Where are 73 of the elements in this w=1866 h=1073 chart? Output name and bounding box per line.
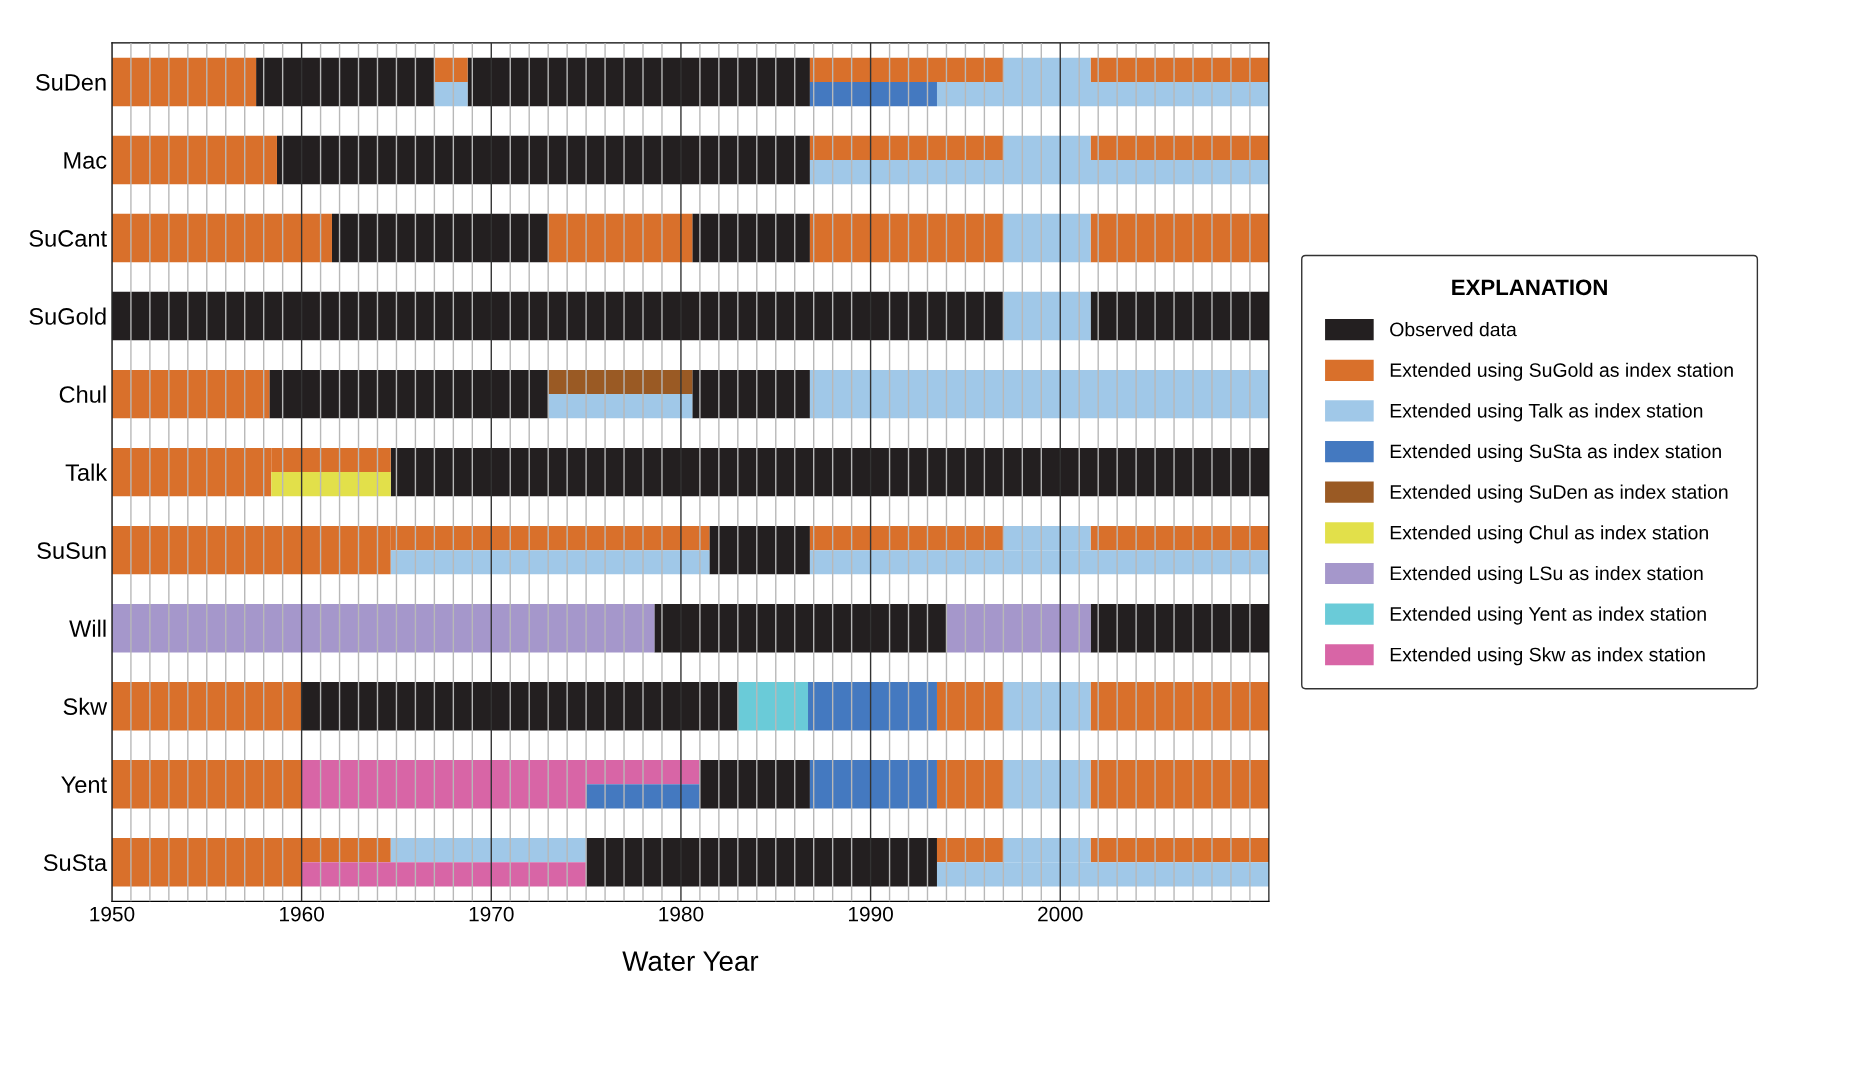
bar (390, 838, 587, 863)
bar (936, 760, 1004, 809)
legend-label: Extended using Skw as index station (1390, 647, 1705, 666)
x-tick-label: 1970 (469, 906, 514, 922)
bar (654, 604, 947, 653)
y-tick-label: SuGold (29, 307, 106, 325)
bar (737, 682, 809, 731)
bar (434, 81, 468, 107)
bar (809, 81, 937, 107)
y-tick-label: Yent (61, 776, 107, 794)
bar (1003, 213, 1091, 263)
bar (111, 369, 270, 419)
bar (390, 550, 710, 575)
bar (301, 862, 587, 887)
legend-label: Extended using Talk as index station (1390, 403, 1703, 422)
legend-label: Extended using Yent as index station (1390, 606, 1706, 625)
y-tick-label: SuCant (29, 230, 107, 247)
y-tick-label: SuSun (37, 542, 106, 559)
bar (692, 213, 810, 263)
bar (586, 838, 937, 887)
bar (111, 604, 655, 653)
bar (1003, 760, 1091, 809)
bar (809, 369, 1269, 419)
legend-label: Extended using SuGold as index station (1390, 362, 1733, 381)
y-tick-label: SuDen (35, 74, 106, 91)
bar (111, 213, 332, 263)
x-tick-label: 1980 (659, 906, 704, 922)
bar (809, 57, 1004, 82)
bar (809, 525, 1004, 551)
bar (269, 369, 549, 419)
legend-label: Extended using Chul as index station (1390, 525, 1708, 544)
legend-title: EXPLANATION (1452, 279, 1607, 296)
x-tick-label: 2000 (1038, 906, 1083, 922)
x-tick-label: 1960 (280, 906, 324, 922)
bar (1003, 682, 1091, 731)
legend-label: Extended using LSu as index station (1390, 565, 1703, 585)
y-tick-label: Will (69, 619, 106, 637)
bar (946, 604, 1091, 653)
bar (467, 57, 810, 107)
bar (1003, 291, 1091, 341)
bar (256, 57, 435, 107)
bar (301, 682, 738, 731)
y-tick-label: SuSta (43, 854, 108, 872)
bar (276, 135, 810, 185)
y-tick-label: Talk (65, 463, 108, 481)
legend-label: Observed data (1390, 322, 1517, 337)
bar (111, 291, 1004, 341)
bar (809, 213, 1004, 263)
bar (809, 135, 1004, 160)
bar (709, 525, 810, 575)
y-tick-label: Skw (63, 697, 108, 716)
bar (808, 682, 937, 731)
bar (111, 57, 257, 107)
y-tick-label: Chul (59, 385, 106, 403)
bar (699, 760, 810, 809)
bar (111, 682, 302, 731)
bar (936, 838, 1004, 863)
legend-label: Extended using SuSta as index station (1390, 443, 1721, 463)
bar (331, 213, 549, 263)
bar (111, 135, 277, 185)
bar (301, 760, 587, 809)
x-tick-label: 1990 (849, 906, 893, 922)
bar (936, 682, 1004, 731)
bar (434, 57, 468, 82)
bar (692, 369, 810, 419)
bar (111, 760, 302, 809)
x-tick-label: 1950 (90, 906, 135, 922)
bar (271, 472, 391, 497)
x-axis-title: Water Year (622, 951, 759, 972)
y-tick-label: Mac (64, 152, 107, 169)
legend-label: Extended using SuDen as index station (1390, 484, 1728, 503)
bar (390, 447, 1269, 497)
bar (809, 760, 937, 809)
